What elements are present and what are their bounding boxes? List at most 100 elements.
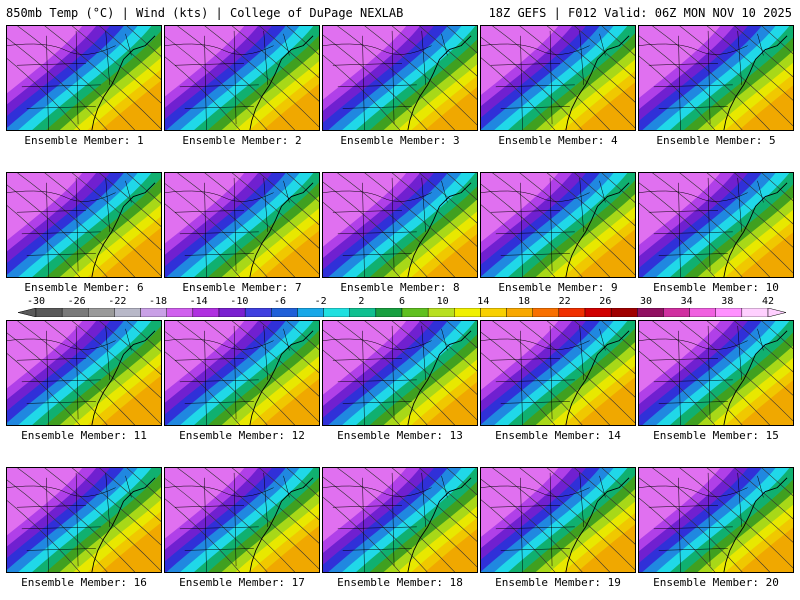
colorbar-tick-label: 30 [639,296,653,307]
temperature-field [7,321,161,425]
colorbar-swatch [323,308,350,317]
temperature-colorbar: -30 -26 -22 -18 -14 -10 -6 -2 2 6 10 14 18 22 26 30 34 38… [18,296,786,320]
colorbar-swatch [401,308,429,317]
ensemble-member-map[interactable] [6,25,162,131]
colorbar-swatch [689,308,716,317]
colorbar-right-arrow [767,308,786,317]
colorbar-tick-label: -22 [108,296,127,307]
colorbar-tick-label: 18 [517,296,531,307]
colorbar-swatch [166,308,194,317]
temperature-field [481,173,635,277]
colorbar-left-arrow [18,308,37,317]
colorbar-swatch [218,308,246,317]
ensemble-member-label: Ensemble Member: 14 [495,429,621,442]
colorbar-tick-label: 6 [398,296,406,307]
colorbar-swatch [454,308,481,317]
colorbar-tick-label: 38 [721,296,734,307]
ensemble-member-map[interactable] [6,467,162,573]
colorbar-swatch [741,308,769,317]
colorbar-swatches [18,308,786,317]
colorbar-swatch [506,308,533,317]
colorbar-tick-label: 26 [599,296,612,307]
colorbar-swatch [349,308,377,317]
colorbar-swatch [35,308,63,317]
colorbar-tick-label: -2 [314,296,327,307]
temperature-field [639,468,793,572]
colorbar-swatch [297,308,324,317]
ensemble-member-map[interactable] [322,25,478,131]
temperature-field [639,321,793,425]
ensemble-member-map[interactable] [638,320,794,426]
ensemble-member-map[interactable] [480,172,636,278]
colorbar-tick-label: -10 [230,296,249,307]
ensemble-member-label: Ensemble Member: 20 [653,576,779,589]
ensemble-member-map[interactable] [322,172,478,278]
ensemble-member-label: Ensemble Member: 11 [21,429,147,442]
ensemble-member-label: Ensemble Member: 16 [21,576,147,589]
ensemble-member-label: Ensemble Member: 1 [24,134,144,147]
temperature-field [165,468,319,572]
ensemble-member-map[interactable] [6,172,162,278]
ensemble-member-map[interactable] [638,467,794,573]
colorbar-swatch [663,308,690,317]
colorbar-tick-label: 34 [680,296,693,307]
ensemble-member-map[interactable] [480,320,636,426]
temperature-field [639,173,793,277]
ensemble-member-map[interactable] [638,172,794,278]
temperature-field [7,468,161,572]
colorbar-swatch [375,308,403,317]
colorbar-tick-label: -30 [26,296,46,307]
ensemble-member-label: Ensemble Member: 6 [24,281,144,294]
colorbar-swatch [114,308,141,317]
colorbar-swatch [584,308,612,317]
temperature-field [165,26,319,130]
ensemble-member-label: Ensemble Member: 7 [182,281,302,294]
colorbar-tick-label: -26 [67,296,86,307]
ensemble-member-label: Ensemble Member: 18 [337,576,463,589]
ensemble-member-label: Ensemble Member: 3 [340,134,460,147]
colorbar-tick-label: 10 [436,296,449,307]
colorbar-tick-label: 22 [558,296,571,307]
ensemble-member-map[interactable] [322,320,478,426]
ensemble-member-label: Ensemble Member: 17 [179,576,305,589]
ensemble-member-label: Ensemble Member: 4 [498,134,618,147]
temperature-field [323,468,477,572]
colorbar-tick-label: -6 [273,296,287,307]
colorbar-swatch [244,308,272,317]
model-run-info: 18Z GEFS | F012 Valid: 06Z MON NOV 10 20… [488,6,792,20]
ensemble-member-map[interactable] [6,320,162,426]
colorbar-swatch [88,308,115,317]
ensemble-member-label: Ensemble Member: 9 [498,281,618,294]
temperature-field [481,26,635,130]
temperature-field [481,321,635,425]
ensemble-member-label: Ensemble Member: 19 [495,576,621,589]
ensemble-member-label: Ensemble Member: 8 [340,281,460,294]
temperature-field [323,26,477,130]
temperature-field [7,173,161,277]
colorbar-swatch [61,308,89,317]
ensemble-member-map[interactable] [480,467,636,573]
ensemble-member-map[interactable] [480,25,636,131]
temperature-field [481,468,635,572]
ensemble-member-map[interactable] [164,320,320,426]
colorbar-swatch [271,308,298,317]
colorbar-swatch [192,308,220,317]
ensemble-member-map[interactable] [638,25,794,131]
ensemble-member-label: Ensemble Member: 2 [182,134,302,147]
map-title: 850mb Temp (°C) | Wind (kts) | College o… [6,6,404,20]
ensemble-member-label: Ensemble Member: 12 [179,429,305,442]
ensemble-member-map[interactable] [322,467,478,573]
temperature-field [323,173,477,277]
colorbar-swatch [558,308,586,317]
colorbar-swatch [532,308,560,317]
temperature-field [323,321,477,425]
ensemble-member-map[interactable] [164,172,320,278]
ensemble-member-map[interactable] [164,467,320,573]
temperature-field [7,26,161,130]
ensemble-member-label: Ensemble Member: 5 [656,134,776,147]
colorbar-swatch [715,308,743,317]
ensemble-member-label: Ensemble Member: 15 [653,429,779,442]
colorbar-swatch [427,308,455,317]
temperature-field [165,173,319,277]
ensemble-member-map[interactable] [164,25,320,131]
